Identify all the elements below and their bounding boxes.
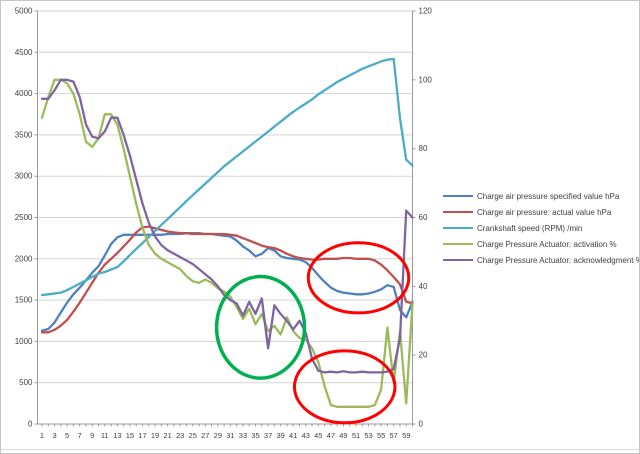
series-line-1 — [40, 225, 414, 334]
legend-line-marker — [443, 195, 473, 197]
legend-label: Charge Pressure Actuator: acknowledgment… — [477, 255, 640, 265]
left-axis-tick-label: 2000 — [15, 254, 33, 263]
legend-line-marker — [443, 211, 473, 213]
legend-line-marker — [443, 243, 473, 245]
left-axis-tick-label: 5000 — [15, 7, 33, 16]
x-axis-tick-label: 33 — [239, 431, 247, 440]
x-axis-tick-label: 43 — [302, 431, 310, 440]
x-axis-tick-label: 21 — [163, 431, 171, 440]
x-axis-tick-label: 5 — [65, 431, 69, 440]
left-axis-tick-label: 4500 — [15, 48, 33, 57]
left-axis-tick-label: 1000 — [15, 337, 33, 346]
right-axis-tick-label: 40 — [419, 282, 428, 291]
legend-item-actuator-activation: Charge Pressure Actuator: activation % — [443, 236, 639, 252]
x-axis-tick-label: 31 — [226, 431, 234, 440]
left-axis-tick-label: 3500 — [15, 130, 33, 139]
left-axis-tick-label: 0 — [28, 420, 33, 429]
x-axis-tick-label: 47 — [327, 431, 335, 440]
x-axis-tick-label: 51 — [352, 431, 360, 440]
legend-label: Charge Pressure Actuator: activation % — [477, 239, 617, 249]
legend-line-marker — [443, 259, 473, 261]
x-axis-tick-label: 39 — [276, 431, 284, 440]
left-axis-tick-label: 2500 — [15, 213, 33, 222]
annotation-ellipse-1 — [292, 349, 397, 425]
x-axis-tick-label: 35 — [251, 431, 259, 440]
right-axis-tick-label: 0 — [419, 420, 424, 429]
annotation-ellipse-0 — [306, 241, 411, 315]
series-line-0 — [40, 232, 414, 332]
right-axis-tick-label: 80 — [419, 144, 428, 153]
right-axis-tick-label: 20 — [419, 351, 428, 360]
x-axis-tick-label: 29 — [214, 431, 222, 440]
left-axis-tick-label: 4000 — [15, 89, 33, 98]
right-axis-tick-label: 120 — [419, 7, 433, 16]
x-axis-tick-label: 15 — [126, 431, 134, 440]
x-axis-tick-label: 25 — [189, 431, 197, 440]
x-axis-tick-label: 59 — [402, 431, 410, 440]
right-axis-tick-label: 100 — [419, 75, 433, 84]
x-axis-tick-label: 9 — [90, 431, 94, 440]
left-axis-tick-label: 500 — [19, 378, 33, 387]
x-axis-tick-label: 37 — [264, 431, 272, 440]
x-axis-tick-label: 11 — [101, 431, 109, 440]
legend-item-actuator-acknowledgment: Charge Pressure Actuator: acknowledgment… — [443, 252, 639, 268]
legend-label: Crankshaft speed (RPM) /min — [477, 223, 583, 233]
x-axis-tick-label: 19 — [151, 431, 159, 440]
x-axis-tick-label: 49 — [339, 431, 347, 440]
legend-label: Charge air pressure specified value hPa — [477, 191, 620, 201]
x-axis-tick-label: 55 — [377, 431, 385, 440]
x-axis-tick-label: 1 — [40, 431, 44, 440]
x-axis-tick-label: 7 — [78, 431, 82, 440]
x-axis-tick-label: 53 — [364, 431, 372, 440]
legend-label: Charge air pressure: actual value hPa — [477, 207, 612, 217]
legend-item-crankshaft-speed: Crankshaft speed (RPM) /min — [443, 220, 639, 236]
annotation-ellipse-2 — [214, 274, 307, 380]
legend-line-marker — [443, 227, 473, 229]
x-axis-tick-label: 57 — [390, 431, 398, 440]
series-line-4 — [40, 78, 414, 374]
x-axis-tick-label: 27 — [201, 431, 209, 440]
x-axis-tick-label: 13 — [113, 431, 121, 440]
legend: Charge air pressure specified value hPa … — [443, 188, 639, 268]
left-axis-tick-label: 1500 — [15, 296, 33, 305]
x-axis-tick-label: 3 — [52, 431, 56, 440]
x-axis-tick-label: 23 — [176, 431, 184, 440]
legend-item-specified-pressure: Charge air pressure specified value hPa — [443, 188, 639, 204]
series-line-2 — [40, 57, 414, 297]
chart-frame-edge — [1, 449, 639, 450]
x-axis-tick-label: 41 — [289, 431, 297, 440]
right-axis-tick-label: 60 — [419, 213, 428, 222]
legend-item-actual-pressure: Charge air pressure: actual value hPa — [443, 204, 639, 220]
left-axis-tick-label: 3000 — [15, 172, 33, 181]
x-axis-tick-label: 17 — [138, 431, 146, 440]
x-axis-tick-label: 45 — [314, 431, 322, 440]
